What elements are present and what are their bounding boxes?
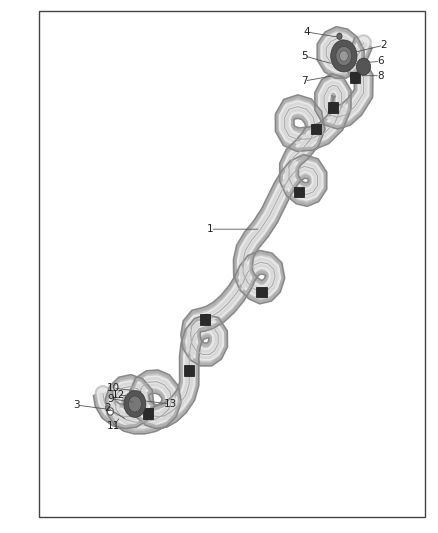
Bar: [311, 124, 321, 134]
Text: 1: 1: [207, 224, 214, 234]
Text: 11: 11: [106, 422, 120, 431]
Text: 13: 13: [163, 399, 177, 409]
Circle shape: [128, 396, 141, 412]
Text: 2: 2: [104, 403, 111, 413]
Circle shape: [339, 51, 348, 61]
Circle shape: [357, 58, 371, 75]
Bar: [350, 72, 360, 83]
Text: 7: 7: [301, 76, 308, 86]
Text: 10: 10: [106, 383, 120, 393]
Text: 4: 4: [303, 27, 310, 37]
Text: 2: 2: [380, 41, 387, 50]
Circle shape: [336, 46, 352, 66]
Circle shape: [331, 40, 357, 72]
FancyBboxPatch shape: [39, 11, 425, 517]
Text: 9: 9: [107, 394, 114, 403]
Text: 5: 5: [301, 51, 308, 61]
Circle shape: [106, 406, 109, 410]
Bar: [184, 365, 194, 376]
Bar: [143, 408, 153, 419]
Circle shape: [124, 391, 146, 417]
Text: 6: 6: [377, 56, 384, 66]
Circle shape: [337, 33, 342, 39]
Bar: [256, 287, 267, 297]
Text: 8: 8: [377, 71, 384, 80]
Bar: [328, 102, 338, 113]
Bar: [200, 314, 210, 325]
Bar: [294, 187, 304, 197]
Text: 12: 12: [112, 391, 125, 400]
Circle shape: [107, 408, 113, 415]
Text: 3: 3: [73, 400, 80, 410]
